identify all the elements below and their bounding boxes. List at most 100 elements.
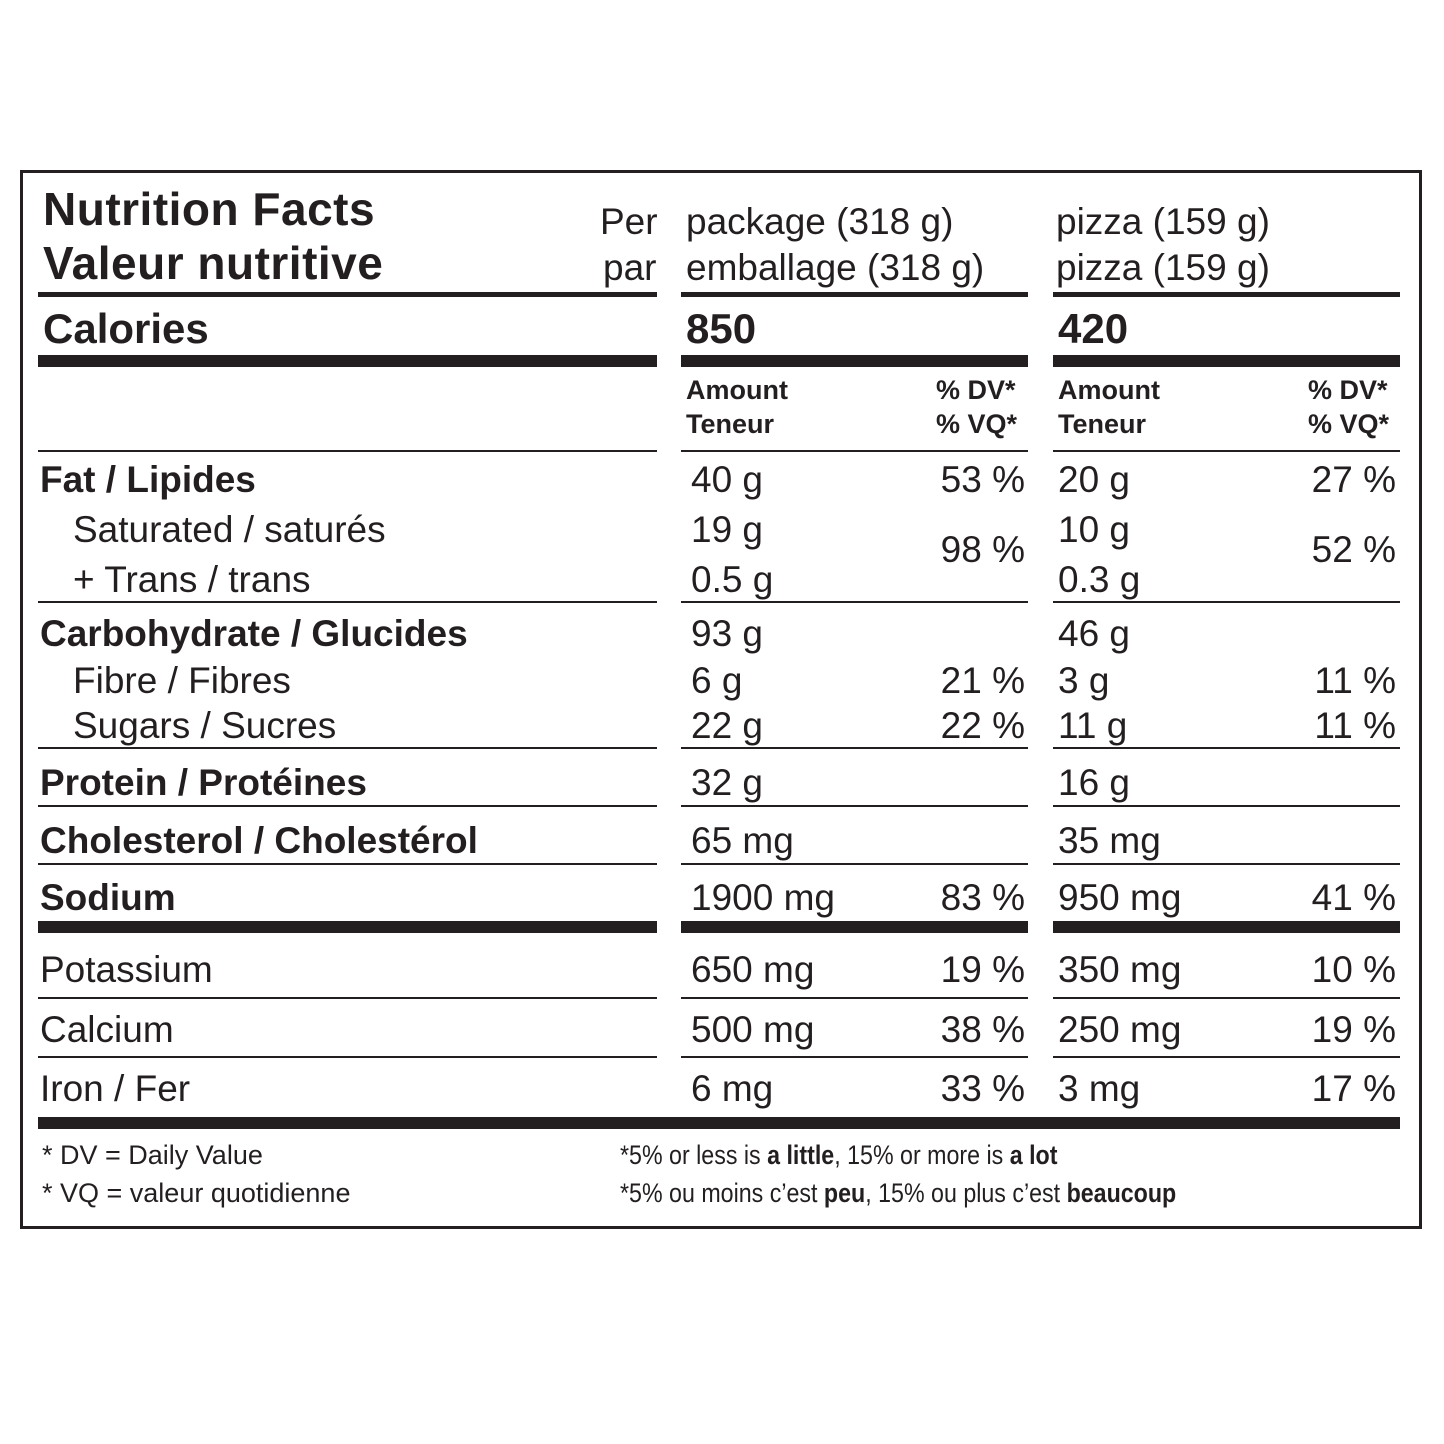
calories-label: Calories [43,305,209,352]
fibre-col1-percent: 21 % [940,660,1025,701]
nutrition-facts-panel [20,170,1422,1229]
calcium-col2-percent: 19 % [1311,1009,1396,1050]
rule-calories-col2 [1053,355,1400,367]
fat-col2-percent: 27 % [1311,459,1396,500]
sugars-label: Sugars / Sucres [73,705,337,746]
serving-col2-english: pizza (159 g) [1056,201,1270,242]
fat-label: Fat / Lipides [40,459,256,500]
cholesterol-label: Cholesterol / Cholestérol [40,820,478,861]
header-dv-col1: % DV* [936,375,1016,405]
sodium-col1-percent: 83 % [940,877,1025,918]
fat-col2-amount: 20 g [1058,459,1131,500]
rule-fat-left [38,601,657,603]
sodium-col1-amount: 1900 mg [691,877,835,918]
trans-label: + Trans / trans [73,559,311,600]
saturated-col1-amount: 19 g [691,509,764,550]
sodium-col2-percent: 41 % [1311,877,1396,918]
saturated-col2-amount: 10 g [1058,509,1131,550]
rule-bottom [38,1117,1400,1129]
rule-protein-col2 [1053,805,1400,807]
header-teneur-col1: Teneur [686,409,775,439]
iron-col2-amount: 3 mg [1058,1068,1141,1109]
fibre-col2-percent: 11 % [1314,660,1396,701]
rule-potassium-left [38,997,657,999]
cholesterol-col2-amount: 35 mg [1058,820,1161,861]
calories-col2: 420 [1058,305,1129,352]
sugars-col1-amount: 22 g [691,705,764,746]
rule-carb-col1 [681,747,1028,749]
calories-col1: 850 [686,305,757,352]
iron-col1-amount: 6 mg [691,1068,774,1109]
potassium-col1-percent: 19 % [940,949,1025,990]
rule-calcium-left [38,1056,657,1058]
rule-serving-col1 [681,292,1028,297]
fat-col1-percent: 53 % [940,459,1025,500]
rule-serving-col2 [1053,292,1400,297]
potassium-col1-amount: 650 mg [691,949,815,990]
rule-serving-left [38,292,657,297]
rule-calcium-col2 [1053,1056,1400,1058]
cholesterol-col1-amount: 65 mg [691,820,794,861]
sodium-col2-amount: 950 mg [1058,877,1182,918]
rule-header-col1 [681,450,1028,452]
rule-cholesterol-left [38,863,657,865]
potassium-col2-amount: 350 mg [1058,949,1182,990]
sodium-label: Sodium [40,877,176,918]
sugars-col2-amount: 11 g [1058,705,1128,746]
rule-sodium-left [38,921,657,933]
rule-carb-left [38,747,657,749]
potassium-label: Potassium [40,949,213,990]
footnote-scale-french: *5% ou moins c’est peu, 15% ou plus c’es… [620,1178,1177,1208]
serving-col1-french: emballage (318 g) [686,247,985,288]
title-english: Nutrition Facts [43,183,376,235]
title-french: Valeur nutritive [43,237,384,289]
rule-fat-col2 [1053,601,1400,603]
header-vq-col1: % VQ* [936,409,1018,439]
rule-potassium-col2 [1053,997,1400,999]
protein-col2-amount: 16 g [1058,762,1131,803]
par-label: par [603,247,657,288]
serving-col1-english: package (318 g) [686,201,954,242]
potassium-col2-percent: 10 % [1311,949,1396,990]
fibre-col1-amount: 6 g [691,660,743,701]
rule-potassium-col1 [681,997,1028,999]
rule-calories-col1 [681,355,1028,367]
fat-col1-amount: 40 g [691,459,764,500]
sat-trans-col2-percent: 52 % [1311,529,1396,570]
iron-col2-percent: 17 % [1311,1068,1396,1109]
iron-label: Iron / Fer [40,1068,191,1109]
rule-header-left [38,450,657,452]
fibre-label: Fibre / Fibres [73,660,291,701]
header-teneur-col2: Teneur [1058,409,1147,439]
iron-col1-percent: 33 % [940,1068,1025,1109]
header-amount-col2: Amount [1058,375,1160,405]
rule-calcium-col1 [681,1056,1028,1058]
rule-calories-left [38,355,657,367]
calcium-label: Calcium [40,1009,174,1050]
calcium-col1-amount: 500 mg [691,1009,815,1050]
rule-protein-left [38,805,657,807]
rule-carb-col2 [1053,747,1400,749]
header-amount-col1: Amount [686,375,788,405]
footnote-scale-english: *5% or less is a little, 15% or more is … [620,1140,1058,1170]
header-dv-col2: % DV* [1308,375,1388,405]
trans-col1-amount: 0.5 g [691,559,774,600]
sugars-col2-percent: 11 % [1314,705,1396,746]
carbohydrate-col2-amount: 46 g [1058,613,1131,654]
footnote-vq: * VQ = valeur quotidienne [42,1178,351,1208]
calcium-col1-percent: 38 % [940,1009,1025,1050]
footnote-dv: * DV = Daily Value [42,1140,263,1170]
fibre-col2-amount: 3 g [1058,660,1110,701]
serving-col2-french: pizza (159 g) [1056,247,1270,288]
per-label: Per [600,201,658,242]
rule-cholesterol-col2 [1053,863,1400,865]
rule-fat-col1 [681,601,1028,603]
carbohydrate-label: Carbohydrate / Glucides [40,613,468,654]
carbohydrate-col1-amount: 93 g [691,613,764,654]
rule-protein-col1 [681,805,1028,807]
sat-trans-col1-percent: 98 % [940,529,1025,570]
header-vq-col2: % VQ* [1308,409,1390,439]
calcium-col2-amount: 250 mg [1058,1009,1182,1050]
rule-sodium-col2 [1053,921,1400,933]
trans-col2-amount: 0.3 g [1058,559,1141,600]
